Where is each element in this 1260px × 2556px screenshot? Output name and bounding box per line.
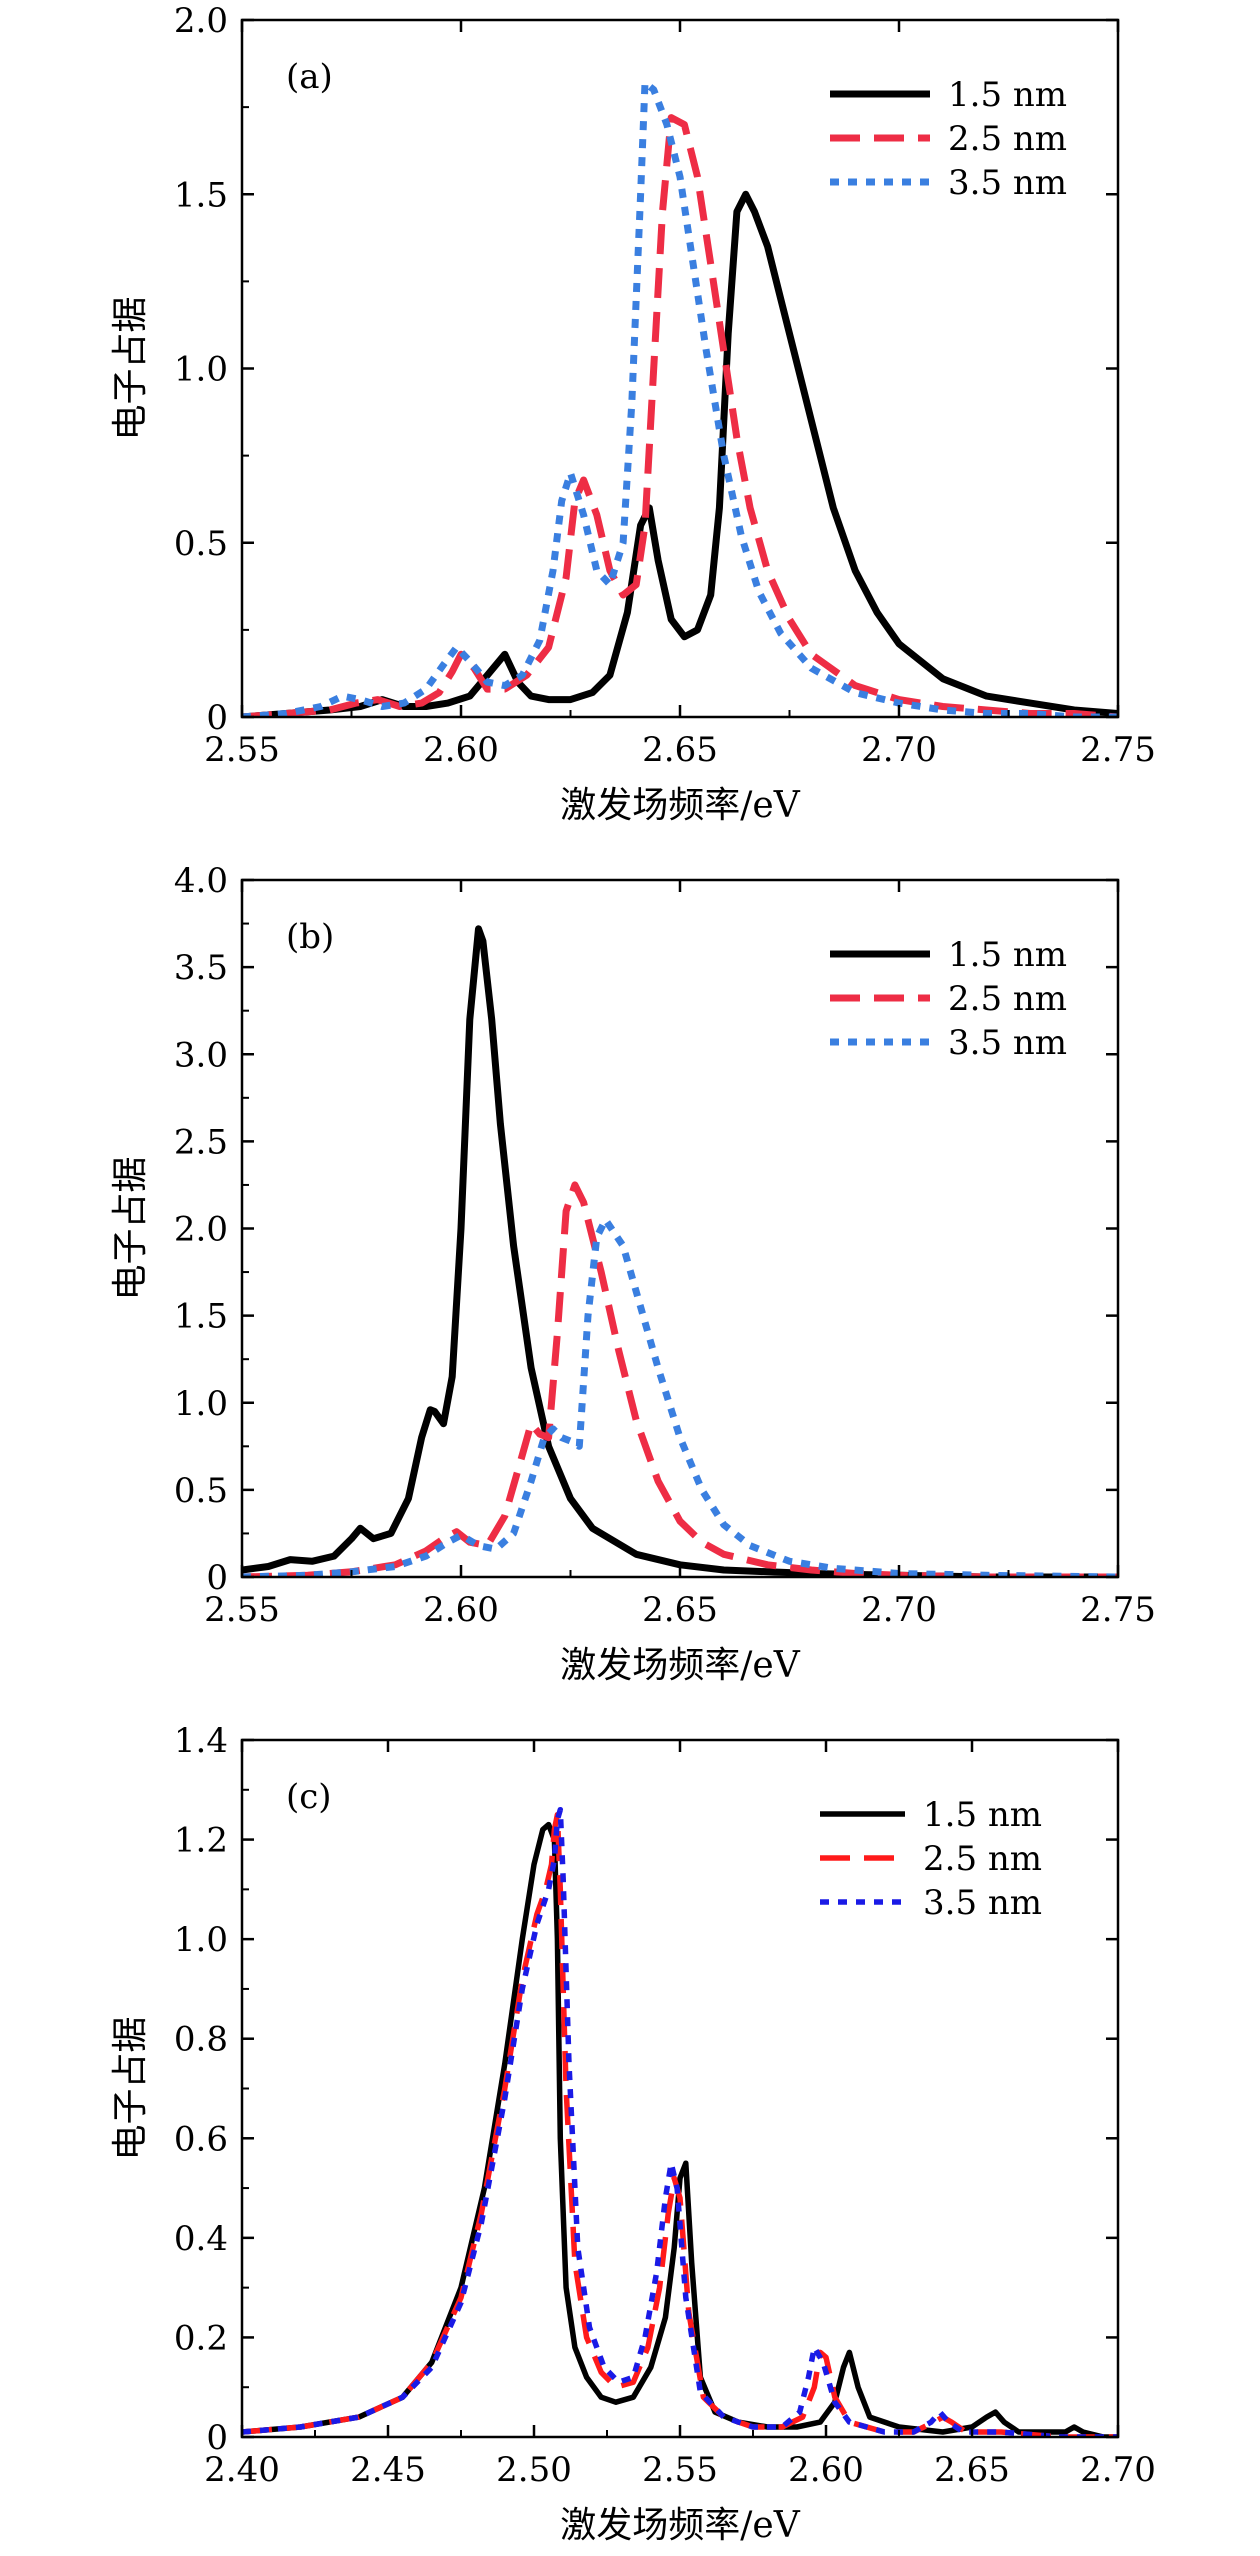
series-line-0-2 xyxy=(242,79,1118,717)
y-tick-label: 1.4 xyxy=(174,1721,228,1761)
legend-label: 3.5 nm xyxy=(923,1883,1042,1923)
y-tick-label: 0.5 xyxy=(174,1471,228,1511)
x-tick-label: 2.70 xyxy=(861,1590,937,1630)
legend-label: 1.5 nm xyxy=(948,935,1067,975)
y-tick-label: 0.5 xyxy=(174,524,228,564)
y-tick-label: 1.0 xyxy=(174,350,228,390)
series-line-0-0 xyxy=(242,190,1118,717)
x-tick-label: 2.65 xyxy=(642,1590,718,1630)
x-tick-label: 2.50 xyxy=(496,2450,572,2490)
x-tick-label: 2.65 xyxy=(642,730,718,770)
y-tick-label: 0.4 xyxy=(174,2219,228,2259)
y-tick-label: 4.0 xyxy=(174,861,228,901)
chart-panel-2: 2.40 2.45 2.50 2.55 2.60 2.65 2.70 0 0.2 0.4 0.6 0.… xyxy=(110,1721,1156,2546)
x-tick-label: 2.75 xyxy=(1080,1590,1156,1630)
y-tick-label: 0 xyxy=(206,2418,228,2458)
y-tick-label: 2.0 xyxy=(174,1,228,41)
legend-label: 3.5 nm xyxy=(948,1023,1067,1063)
x-tick-label: 2.55 xyxy=(204,730,280,770)
y-tick-label: 0.6 xyxy=(174,2119,228,2159)
x-axis-title: 激发场频率/eV xyxy=(560,2505,800,2546)
x-tick-label: 2.45 xyxy=(350,2450,426,2490)
series-line-1-2 xyxy=(242,1216,1118,1577)
legend-label: 3.5 nm xyxy=(948,163,1067,203)
series-line-1-0 xyxy=(242,925,1118,1577)
series-line-0-1 xyxy=(242,114,1118,717)
legend-label: 2.5 nm xyxy=(948,979,1067,1019)
y-tick-label: 0 xyxy=(206,698,228,738)
x-tick-label: 2.65 xyxy=(934,2450,1010,2490)
y-tick-label: 3.0 xyxy=(174,1035,228,1075)
x-tick-label: 2.40 xyxy=(204,2450,280,2490)
y-tick-label: 0.2 xyxy=(174,2318,228,2358)
legend-label: 1.5 nm xyxy=(923,1795,1042,1835)
legend-label: 2.5 nm xyxy=(948,119,1067,159)
series-line-1-1 xyxy=(242,1181,1118,1577)
x-tick-label: 2.60 xyxy=(788,2450,864,2490)
y-tick-label: 0 xyxy=(206,1558,228,1598)
x-tick-label: 2.75 xyxy=(1080,730,1156,770)
x-tick-label: 2.70 xyxy=(861,730,937,770)
y-tick-label: 3.5 xyxy=(174,948,228,988)
x-tick-label: 2.60 xyxy=(423,730,499,770)
x-tick-label: 2.70 xyxy=(1080,2450,1156,2490)
chart-panel-0: 2.55 2.60 2.65 2.70 2.75 0 0.5 1.0 1.5 2.0 激发场频率/e… xyxy=(110,1,1156,826)
legend-label: 1.5 nm xyxy=(948,75,1067,115)
x-axis-title: 激发场频率/eV xyxy=(560,1645,800,1686)
y-tick-label: 1.2 xyxy=(174,1821,228,1861)
x-axis-title: 激发场频率/eV xyxy=(560,785,800,826)
x-tick-label: 2.55 xyxy=(642,2450,718,2490)
y-axis-title: 电子占据 xyxy=(110,1156,151,1300)
y-tick-label: 0.8 xyxy=(174,2020,228,2060)
y-tick-label: 1.5 xyxy=(174,1297,228,1337)
panel-label: (c) xyxy=(286,1777,332,1817)
y-tick-label: 2.0 xyxy=(174,1210,228,1250)
y-tick-label: 1.0 xyxy=(174,1384,228,1424)
y-tick-label: 1.5 xyxy=(174,175,228,215)
chart-panel-1: 2.55 2.60 2.65 2.70 2.75 0 0.5 1.0 1.5 2.0 2.5 3.0 3… xyxy=(110,861,1156,1686)
series-line-2-0 xyxy=(242,1821,1118,2437)
panel-label: (b) xyxy=(286,917,334,957)
y-axis-title: 电子占据 xyxy=(110,296,151,440)
y-axis-title: 电子占据 xyxy=(110,2016,151,2160)
panel-label: (a) xyxy=(286,57,333,97)
x-tick-label: 2.60 xyxy=(423,1590,499,1630)
x-tick-label: 2.55 xyxy=(204,1590,280,1630)
legend-label: 2.5 nm xyxy=(923,1839,1042,1879)
y-tick-label: 1.0 xyxy=(174,1920,228,1960)
y-tick-label: 2.5 xyxy=(174,1122,228,1162)
